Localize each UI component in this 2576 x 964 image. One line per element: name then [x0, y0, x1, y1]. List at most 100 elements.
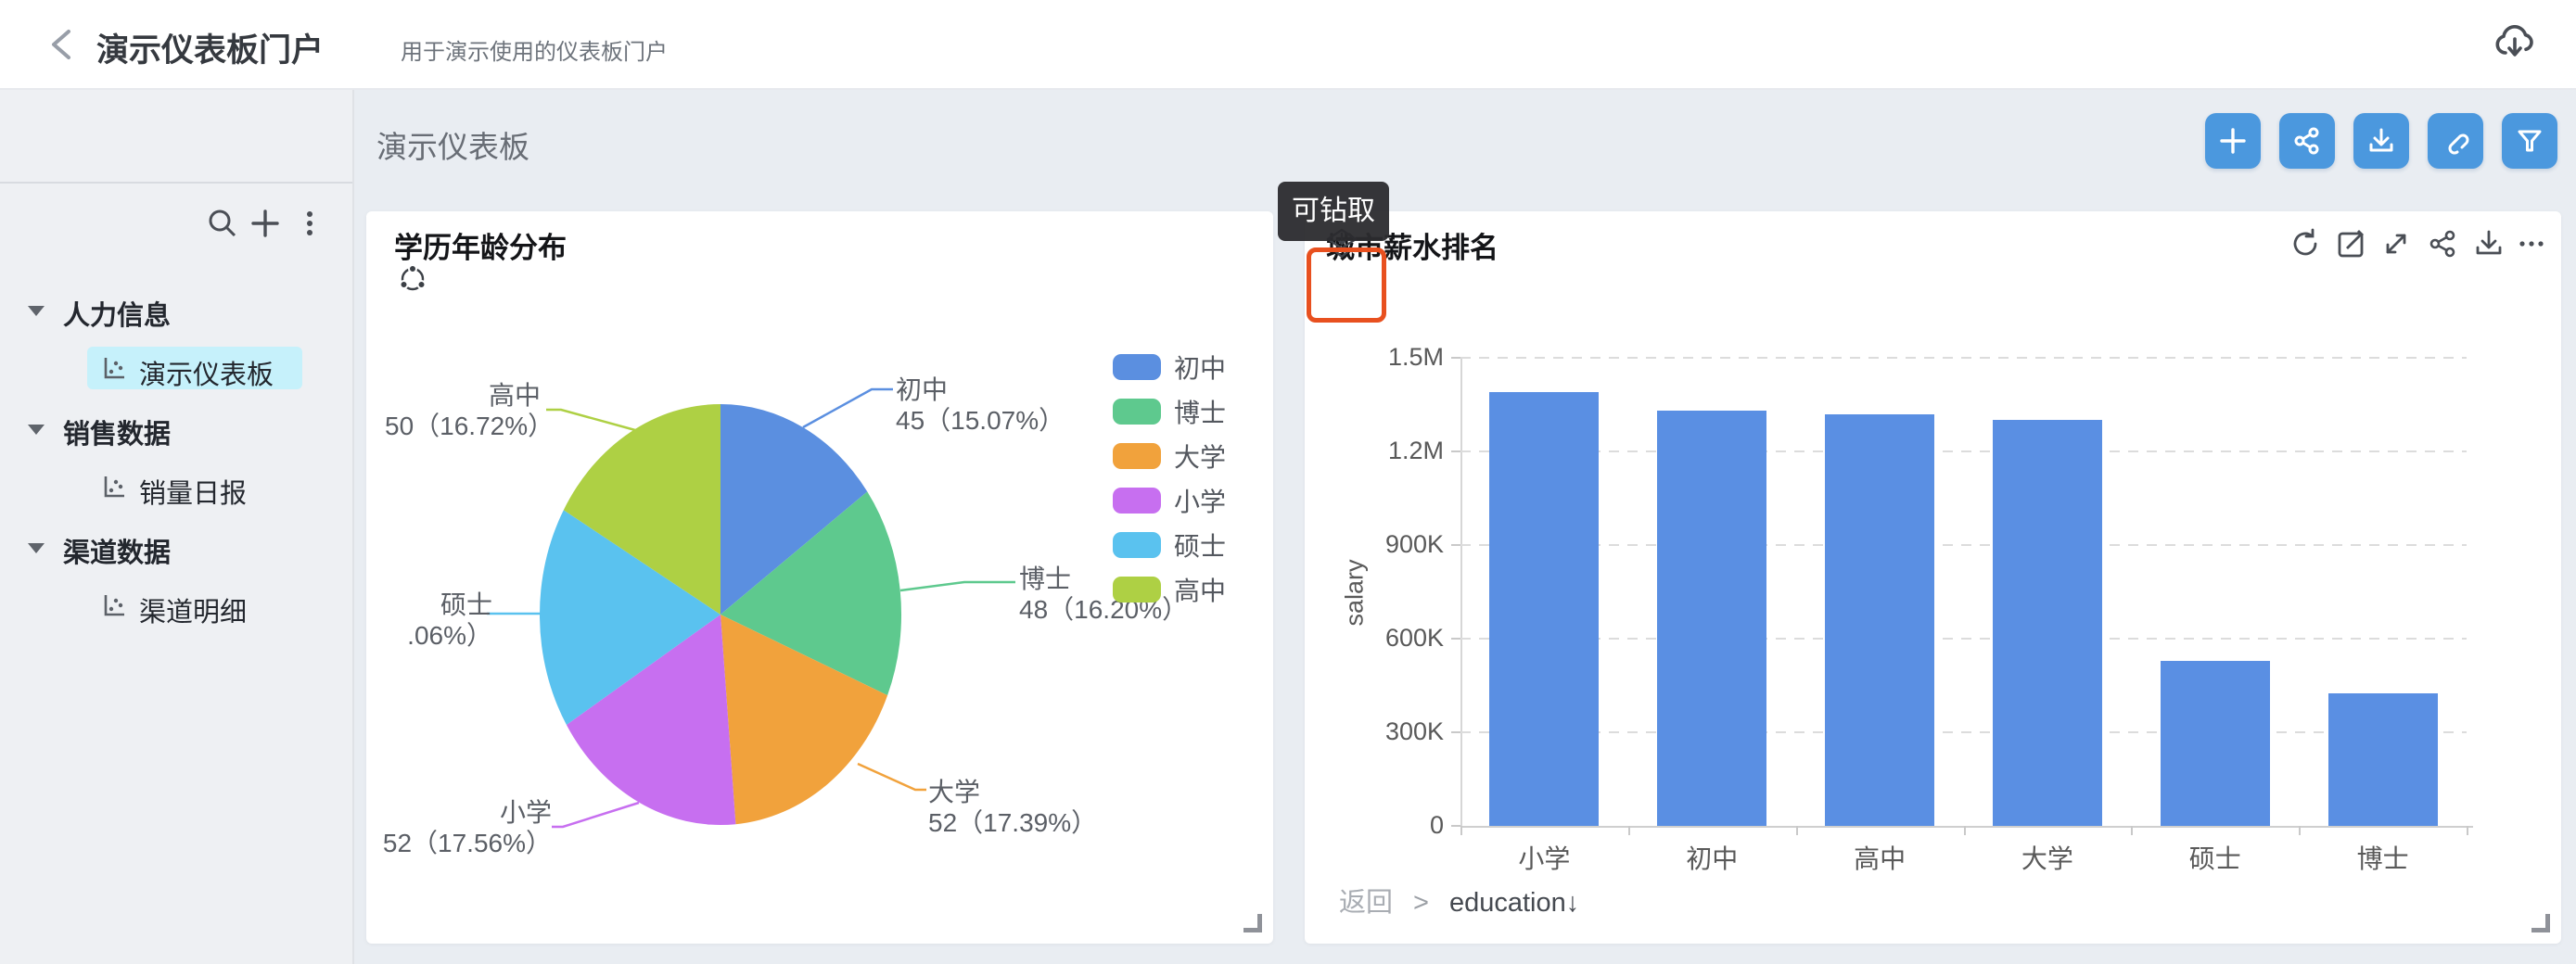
- y-tickmark: [1451, 731, 1460, 733]
- x-tick-label: 小学: [1518, 844, 1571, 873]
- share-icon[interactable]: [2427, 228, 2458, 260]
- y-tick-label: 300K: [1384, 717, 1444, 745]
- y-tick-label: 0: [1429, 811, 1444, 839]
- bar-4[interactable]: [2160, 660, 2270, 826]
- cloud-download-icon[interactable]: [2491, 19, 2539, 67]
- pie-data-label: 高中 50（16.72%）: [385, 381, 555, 440]
- x-tickmark: [2299, 826, 2302, 835]
- breadcrumb-separator: >: [1413, 888, 1429, 918]
- share-button[interactable]: [2279, 113, 2335, 169]
- more-vertical-icon[interactable]: [293, 207, 326, 240]
- tree-item-0[interactable]: 演示仪表板: [0, 347, 352, 390]
- pie-leader-line: [552, 801, 640, 829]
- legend-item[interactable]: 初中: [1113, 345, 1226, 389]
- bar-3[interactable]: [1992, 420, 2102, 826]
- dashboard-icon: [100, 473, 128, 501]
- x-tickmark: [1627, 826, 1630, 835]
- pie-slice-1[interactable]: [721, 491, 902, 696]
- download-button[interactable]: [2353, 113, 2409, 169]
- legend-swatch-icon: [1113, 443, 1161, 469]
- legend-swatch-icon: [1113, 488, 1161, 514]
- pie-chart[interactable]: [366, 211, 1273, 944]
- bar-1[interactable]: [1657, 411, 1767, 826]
- legend-item[interactable]: 小学: [1113, 478, 1226, 523]
- refresh-icon[interactable]: [2289, 228, 2321, 260]
- pie-data-label: 大学 52（17.39%）: [928, 778, 1098, 837]
- tree-group-2[interactable]: 渠道数据: [0, 526, 352, 568]
- back-button[interactable]: [43, 24, 83, 65]
- tree-item-label: 渠道明细: [139, 598, 248, 628]
- pie-slice-4[interactable]: [539, 510, 721, 725]
- legend-item[interactable]: 博士: [1113, 389, 1226, 434]
- dashboard-icon: [100, 591, 128, 619]
- legend-item[interactable]: 硕士: [1113, 523, 1226, 567]
- bar-5[interactable]: [2327, 692, 2438, 826]
- x-tickmark: [1795, 826, 1798, 835]
- search-icon[interactable]: [206, 207, 239, 240]
- pie-data-label: 初中 45（15.07%）: [896, 375, 1065, 435]
- tree-group-1[interactable]: 销售数据: [0, 407, 352, 450]
- pie-leader-line: [546, 408, 636, 432]
- resize-handle[interactable]: [2531, 914, 2550, 932]
- drill-back-link[interactable]: 返回: [1339, 888, 1394, 918]
- y-tickmark: [1451, 357, 1460, 359]
- x-tickmark: [1963, 826, 1966, 835]
- tree-item-label: 销量日报: [139, 479, 248, 509]
- legend-label: 高中: [1174, 577, 1227, 605]
- x-axis-line: [1460, 826, 2473, 828]
- gridline: [1460, 544, 2467, 546]
- legend-label: 硕士: [1174, 532, 1227, 561]
- legend-item[interactable]: 高中: [1113, 567, 1226, 612]
- x-tick-label: 高中: [1854, 844, 1906, 873]
- y-axis-title: salary: [1340, 559, 1369, 627]
- linkage-icon[interactable]: [397, 262, 428, 294]
- y-tick-label: 900K: [1384, 530, 1444, 558]
- pie-slice-0[interactable]: [721, 404, 868, 615]
- download-icon: [2369, 128, 2393, 152]
- drill-field-link[interactable]: education↓: [1448, 888, 1580, 918]
- tree-group-0[interactable]: 人力信息: [0, 288, 352, 331]
- legend-swatch-icon: [1113, 532, 1161, 558]
- bar-0[interactable]: [1489, 392, 1600, 826]
- x-tick-label: 初中: [1686, 844, 1739, 873]
- caret-down-icon[interactable]: [28, 306, 45, 316]
- legend-item[interactable]: 大学: [1113, 434, 1226, 478]
- bar-2[interactable]: [1825, 413, 1935, 826]
- y-tickmark: [1451, 544, 1460, 546]
- pie-data-label: 小学 52（17.56%）: [382, 798, 552, 857]
- drill-tooltip: 可钻取: [1278, 182, 1389, 241]
- plus-icon: [2220, 128, 2246, 154]
- resize-handle[interactable]: [1243, 914, 1262, 932]
- legend-label: 初中: [1174, 354, 1227, 383]
- tree-item-2[interactable]: 渠道明细: [0, 584, 352, 628]
- pie-leader-line: [802, 387, 893, 429]
- more-horizontal-icon[interactable]: [2516, 228, 2547, 260]
- caret-down-icon[interactable]: [28, 425, 45, 435]
- pie-slice-3[interactable]: [566, 615, 736, 826]
- x-tickmark: [2131, 826, 2134, 835]
- caret-down-icon[interactable]: [28, 543, 45, 553]
- pie-slice-2[interactable]: [721, 615, 888, 825]
- link-button[interactable]: [2428, 113, 2483, 169]
- tree-item-1[interactable]: 销量日报: [0, 465, 352, 509]
- add-component-button[interactable]: [2205, 113, 2261, 169]
- x-tick-label: 博士: [2356, 844, 2409, 873]
- tree-group-label: 销售数据: [63, 420, 172, 450]
- x-tickmark: [2467, 826, 2468, 835]
- download-icon[interactable]: [2473, 228, 2505, 260]
- portal-subtitle: 用于演示使用的仪表板门户: [401, 40, 668, 65]
- pie-data-label: 硕士51（17.06%）: [408, 590, 492, 650]
- edit-icon[interactable]: [2336, 228, 2367, 260]
- dashboard-icon: [100, 354, 128, 382]
- chevron-left-icon: [52, 30, 70, 59]
- filter-button[interactable]: [2502, 113, 2557, 169]
- pie-data-label: 博士 48（16.20%）: [1019, 564, 1189, 624]
- x-tick-label: 大学: [2021, 844, 2073, 873]
- tree-group-label: 渠道数据: [63, 539, 172, 568]
- y-tick-label: 1.2M: [1387, 437, 1444, 464]
- y-axis-line: [1460, 358, 1462, 828]
- add-icon[interactable]: [249, 207, 282, 240]
- pie-slice-5[interactable]: [563, 404, 721, 615]
- gridline: [1460, 357, 2467, 359]
- expand-icon[interactable]: [2380, 228, 2412, 260]
